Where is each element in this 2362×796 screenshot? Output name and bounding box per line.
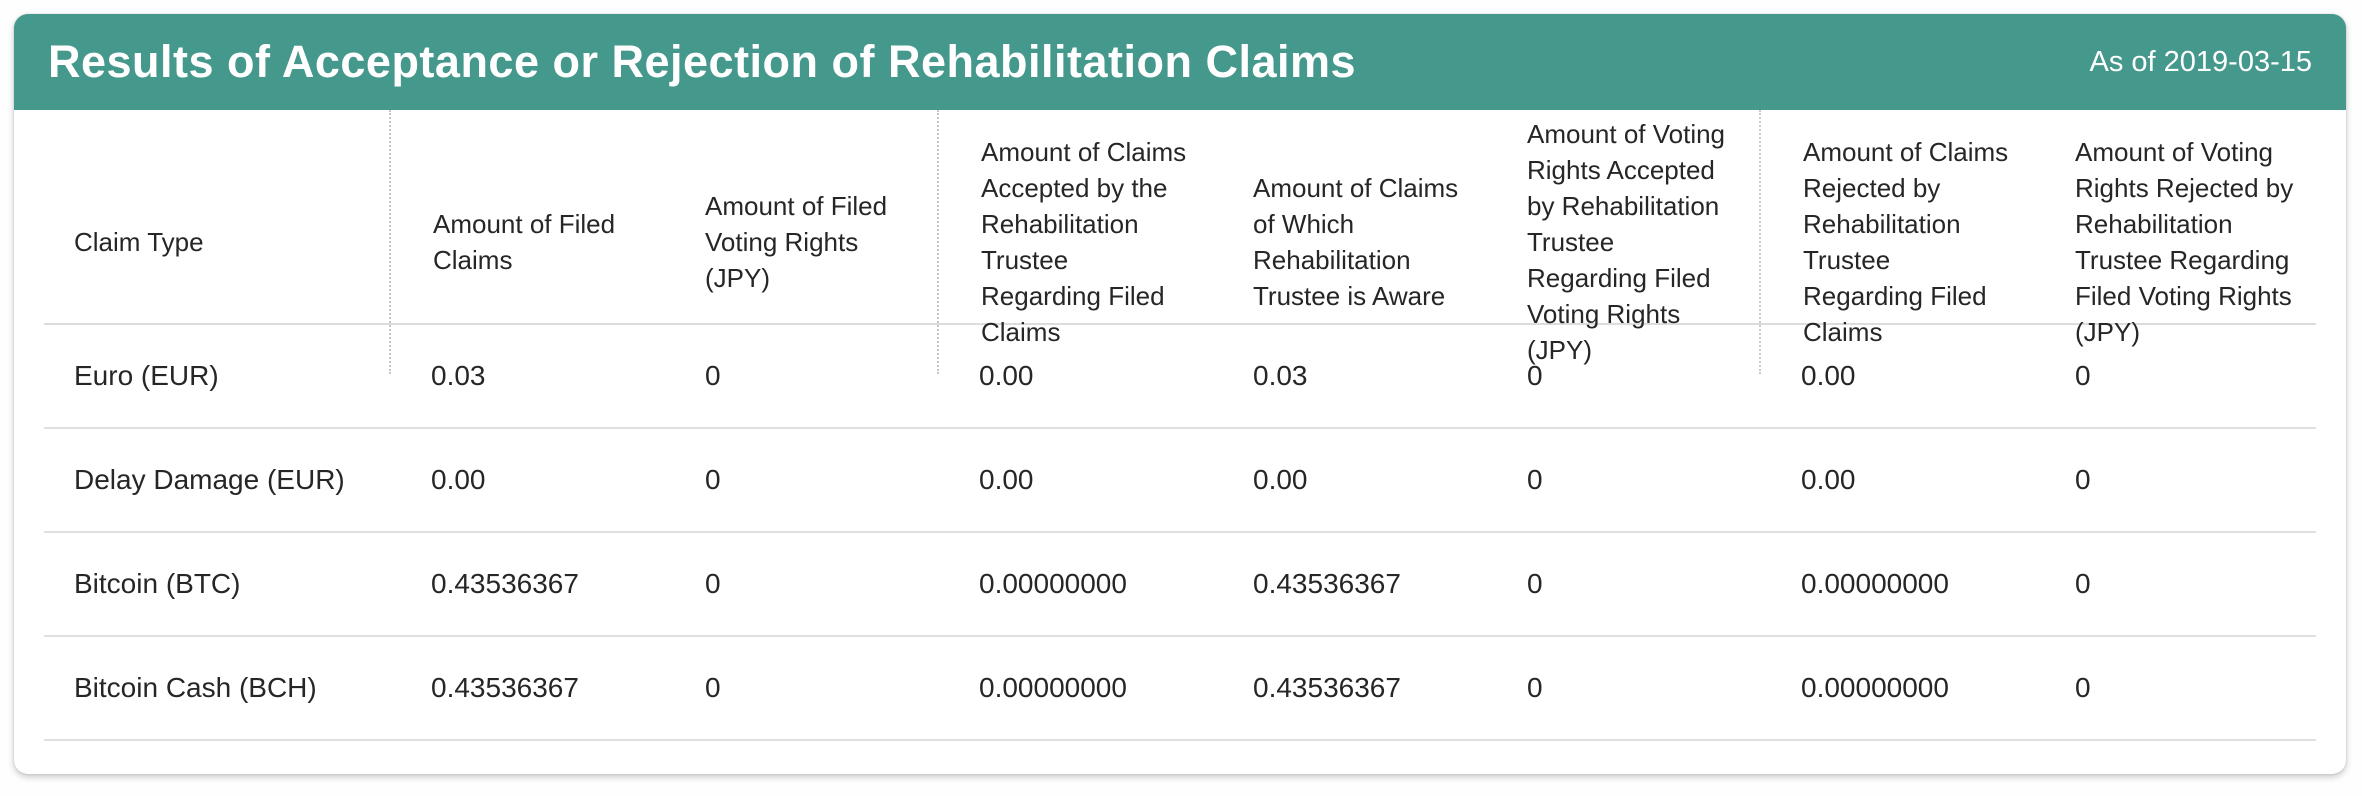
cell-claims-aware: 0.43536367 xyxy=(1253,672,1401,703)
table-body: Euro (EUR) 0.03 0 0.00 0.03 0 0.00 0 Del… xyxy=(14,325,2346,741)
col-header-claims-rejected: Amount of Claims Rejected by Rehabilitat… xyxy=(1759,110,2033,374)
col-header-filed-voting-rights: Amount of Filed Voting Rights (JPY) xyxy=(705,191,888,293)
cell-voting-rights-accepted: 0 xyxy=(1527,672,1543,703)
cell-claim-type: Delay Damage (EUR) xyxy=(74,464,345,495)
cell-voting-rights-rejected: 0 xyxy=(2075,464,2091,495)
cell-claim-type: Euro (EUR) xyxy=(74,360,219,391)
table-row: Euro (EUR) 0.03 0 0.00 0.03 0 0.00 0 xyxy=(44,325,2316,429)
cell-filed-voting-rights: 0 xyxy=(705,464,721,495)
cell-voting-rights-rejected: 0 xyxy=(2075,568,2091,599)
col-header-voting-rights-rejected: Amount of Voting Rights Rejected by Reha… xyxy=(2075,137,2294,347)
cell-voting-rights-rejected: 0 xyxy=(2075,360,2091,391)
col-header-claims-aware: Amount of Claims of Which Rehabilitation… xyxy=(1253,173,1459,311)
page-title: Results of Acceptance or Rejection of Re… xyxy=(48,36,1357,87)
col-header-voting-rights-accepted: Amount of Voting Rights Accepted by Reha… xyxy=(1527,119,1726,365)
card-header: Results of Acceptance or Rejection of Re… xyxy=(14,14,2346,110)
col-header-claim-type: Claim Type xyxy=(74,227,204,257)
cell-claims-aware: 0.00 xyxy=(1253,464,1308,495)
as-of-date: As of 2019-03-15 xyxy=(2089,45,2312,78)
cell-claims-aware: 0.03 xyxy=(1253,360,1308,391)
cell-claims-accepted: 0.00000000 xyxy=(979,672,1127,703)
table-row: Bitcoin Cash (BCH) 0.43536367 0 0.000000… xyxy=(44,637,2316,741)
cell-claim-type: Bitcoin (BTC) xyxy=(74,568,241,599)
cell-claims-rejected: 0.00 xyxy=(1801,360,1856,391)
cell-claims-rejected: 0.00 xyxy=(1801,464,1856,495)
cell-voting-rights-accepted: 0 xyxy=(1527,360,1543,391)
col-header-filed-claims: Amount of Filed Claims xyxy=(389,110,663,374)
cell-filed-voting-rights: 0 xyxy=(705,360,721,391)
cell-claims-rejected: 0.00000000 xyxy=(1801,568,1949,599)
table-row: Delay Damage (EUR) 0.00 0 0.00 0.00 0 0.… xyxy=(44,429,2316,533)
cell-voting-rights-accepted: 0 xyxy=(1527,464,1543,495)
rehabilitation-claims-card: Results of Acceptance or Rejection of Re… xyxy=(14,14,2346,774)
cell-claims-accepted: 0.00000000 xyxy=(979,568,1127,599)
col-header-claims-accepted: Amount of Claims Accepted by the Rehabil… xyxy=(937,110,1211,374)
cell-filed-voting-rights: 0 xyxy=(705,672,721,703)
cell-filed-voting-rights: 0 xyxy=(705,568,721,599)
cell-claim-type: Bitcoin Cash (BCH) xyxy=(74,672,317,703)
cell-filed-claims: 0.03 xyxy=(431,360,486,391)
cell-voting-rights-rejected: 0 xyxy=(2075,672,2091,703)
table-header-row: Claim Type Amount of Filed Claims Amount… xyxy=(44,110,2316,374)
cell-claims-aware: 0.43536367 xyxy=(1253,568,1401,599)
table-row: Bitcoin (BTC) 0.43536367 0 0.00000000 0.… xyxy=(44,533,2316,637)
cell-voting-rights-accepted: 0 xyxy=(1527,568,1543,599)
cell-claims-accepted: 0.00 xyxy=(979,360,1034,391)
cell-filed-claims: 0.43536367 xyxy=(431,672,579,703)
cell-filed-claims: 0.43536367 xyxy=(431,568,579,599)
cell-claims-accepted: 0.00 xyxy=(979,464,1034,495)
cell-filed-claims: 0.00 xyxy=(431,464,486,495)
cell-claims-rejected: 0.00000000 xyxy=(1801,672,1949,703)
